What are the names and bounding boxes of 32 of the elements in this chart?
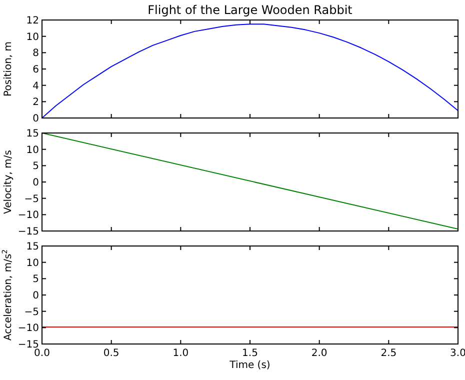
y-tick-label: 15 bbox=[26, 242, 39, 252]
x-tick-label: 0.0 bbox=[34, 348, 50, 359]
x-tick-label: 2.5 bbox=[380, 348, 397, 359]
x-tick-label: 1.0 bbox=[172, 348, 189, 359]
chart-title: Flight of the Large Wooden Rabbit bbox=[148, 3, 353, 17]
x-tick-label: 1.5 bbox=[242, 348, 258, 359]
line-series bbox=[42, 24, 458, 118]
x-axis-title: Time (s) bbox=[228, 360, 270, 371]
y-axis-title: Position, m bbox=[3, 41, 14, 97]
y-tick-label: 0 bbox=[32, 114, 39, 124]
y-tick-label: 10 bbox=[26, 258, 39, 269]
x-tick-label: 2.0 bbox=[311, 348, 328, 359]
y-tick-label: 4 bbox=[32, 80, 39, 92]
y-tick-label: −5 bbox=[24, 194, 39, 205]
y-tick-label: 10 bbox=[26, 32, 39, 43]
y-tick-label: −5 bbox=[24, 306, 39, 318]
y-tick-label: −10 bbox=[18, 210, 39, 222]
y-tick-label: 5 bbox=[32, 161, 39, 172]
y-tick-label: 10 bbox=[26, 144, 39, 156]
y-axis-title: Velocity, m/s bbox=[3, 150, 14, 214]
x-tick-label: 0.5 bbox=[103, 348, 120, 359]
y-tick-label: 6 bbox=[32, 64, 39, 76]
y-tick-label: 0 bbox=[32, 178, 39, 188]
y-tick-label: 12 bbox=[26, 16, 39, 26]
y-tick-label: 5 bbox=[32, 274, 39, 286]
y-tick-label: −15 bbox=[18, 226, 39, 238]
y-tick-label: −10 bbox=[18, 323, 39, 334]
y-tick-label: 15 bbox=[26, 128, 39, 140]
y-tick-label: 2 bbox=[32, 97, 39, 108]
y-tick-label: 0 bbox=[32, 290, 39, 302]
y-tick-label: 8 bbox=[32, 48, 39, 60]
x-tick-label: 3.0 bbox=[450, 348, 465, 359]
